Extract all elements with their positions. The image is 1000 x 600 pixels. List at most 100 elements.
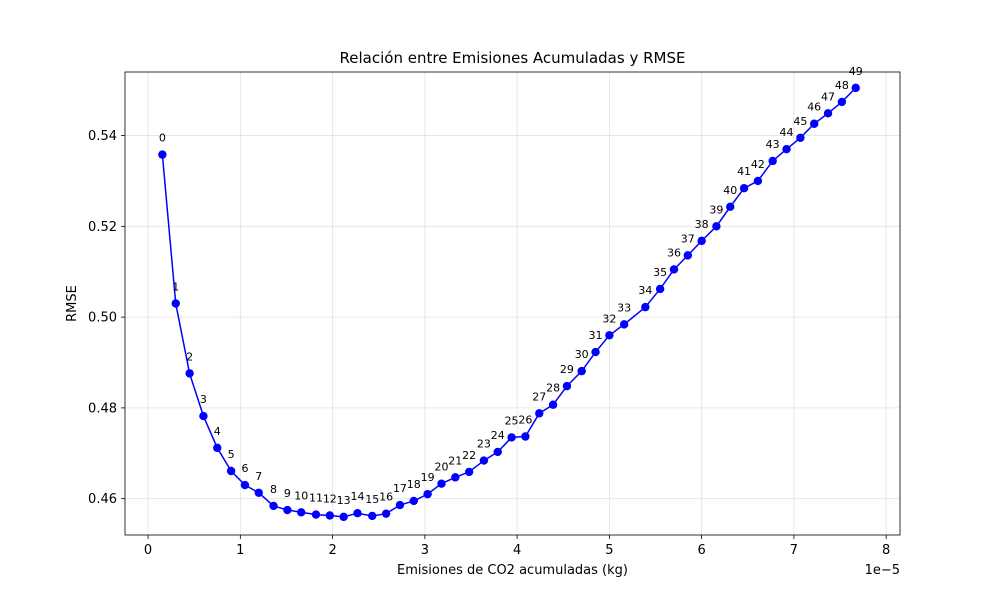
data-point [226, 466, 236, 476]
data-point [823, 109, 833, 118]
data-point [368, 511, 377, 521]
data-point [185, 369, 194, 378]
data-point [423, 489, 432, 499]
point-label: 13 [337, 494, 351, 507]
point-label: 23 [477, 438, 491, 451]
data-point [726, 202, 735, 212]
y-tick-label: 0.48 [88, 401, 117, 416]
data-point [353, 509, 362, 518]
data-point [409, 496, 418, 506]
point-label: 28 [546, 382, 560, 395]
point-label: 36 [667, 246, 681, 259]
data-point [697, 236, 706, 246]
point-label: 21 [448, 454, 462, 467]
data-point [739, 184, 749, 193]
point-label: 24 [491, 429, 505, 442]
point-label: 19 [421, 471, 435, 484]
x-tick-label: 1 [236, 543, 244, 558]
point-label: 7 [255, 470, 262, 483]
data-point [683, 251, 692, 260]
point-label: 44 [780, 126, 794, 139]
data-point [493, 447, 502, 457]
x-offset-label: 1e−5 [865, 563, 900, 578]
data-point [535, 409, 544, 418]
plot-frame [124, 71, 901, 536]
x-tick-label: 6 [697, 543, 705, 558]
data-point [768, 156, 777, 166]
point-label: 49 [849, 65, 863, 78]
point-label: 32 [602, 312, 616, 325]
point-label: 40 [723, 184, 737, 197]
data-point [605, 331, 614, 340]
x-tick-label: 0 [144, 543, 152, 558]
data-point [479, 456, 489, 465]
x-tick-label: 7 [790, 543, 798, 558]
point-label: 48 [835, 79, 849, 92]
data-series [158, 83, 860, 522]
data-point [712, 222, 721, 231]
point-label: 38 [695, 218, 709, 231]
y-tick-label: 0.52 [88, 220, 117, 235]
point-label: 42 [751, 158, 765, 171]
data-point [809, 119, 819, 128]
point-label: 17 [393, 482, 407, 495]
data-point [753, 176, 763, 186]
point-label: 12 [323, 492, 337, 505]
point-label: 26 [518, 413, 532, 426]
data-point [641, 302, 650, 312]
data-point [213, 443, 222, 453]
x-tick-label: 3 [421, 543, 429, 558]
point-label: 39 [709, 203, 723, 216]
point-label: 18 [407, 478, 421, 491]
point-label: 15 [365, 493, 379, 506]
data-point [254, 488, 263, 497]
point-label: 47 [821, 90, 835, 103]
y-tick-label: 0.54 [88, 129, 117, 144]
point-label: 10 [294, 489, 308, 502]
point-label: 22 [462, 449, 476, 462]
data-point [171, 299, 180, 308]
data-point [325, 511, 335, 520]
data-point [240, 480, 250, 490]
data-point [283, 505, 292, 515]
point-label: 1 [172, 281, 179, 294]
data-point [619, 320, 629, 329]
x-tick-label: 4 [513, 543, 521, 558]
point-label: 37 [681, 232, 695, 245]
data-point [655, 284, 665, 294]
data-point [464, 467, 474, 477]
data-point [297, 508, 306, 517]
point-label: 4 [214, 425, 221, 438]
point-label: 3 [200, 393, 207, 406]
point-label: 16 [379, 491, 393, 504]
data-point [796, 133, 805, 143]
point-label: 35 [653, 266, 667, 279]
point-label: 31 [589, 329, 603, 342]
data-point [591, 347, 600, 357]
point-label: 2 [186, 350, 193, 363]
point-label: 20 [434, 461, 448, 474]
point-label: 27 [532, 390, 546, 403]
point-label: 0 [159, 132, 166, 145]
data-point [669, 265, 679, 274]
point-label: 25 [505, 414, 519, 427]
grid [125, 72, 900, 535]
data-point [837, 97, 847, 107]
x-axis-label: Emisiones de CO2 acumuladas (kg) [397, 563, 628, 578]
data-point [339, 512, 348, 522]
data-point [521, 432, 530, 441]
x-tick-label: 8 [882, 543, 890, 558]
y-tick-label: 0.50 [88, 311, 117, 326]
point-label: 14 [351, 490, 365, 503]
data-point [451, 473, 460, 482]
data-point [311, 510, 321, 519]
data-point [507, 433, 516, 442]
point-label: 11 [309, 492, 323, 505]
data-point [437, 479, 446, 488]
axes-ticks: 0 1 2 3 4 5 6 7 80.460.480.500.520.54 [88, 129, 890, 558]
data-point [395, 500, 405, 510]
data-point [269, 501, 278, 511]
